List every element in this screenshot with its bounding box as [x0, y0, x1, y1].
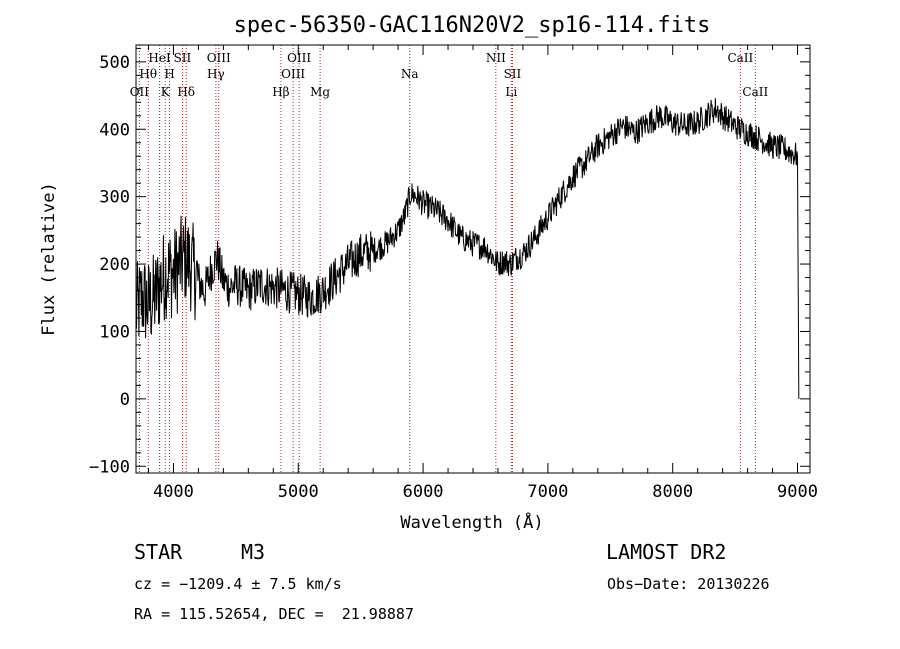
emission-line-label: OIII	[207, 51, 231, 65]
y-tick-label: 300	[99, 188, 130, 208]
spectrum-series-line	[135, 98, 800, 399]
emission-line-label: CaII	[742, 85, 768, 99]
emission-line-label: NII	[486, 51, 506, 65]
x-tick-label: 8000	[652, 482, 693, 502]
y-axis-label: Flux (relative)	[39, 182, 59, 336]
emission-line-label: Hγ	[207, 67, 225, 81]
chart-title: spec-56350-GAC116N20V2_sp16-114.fits	[234, 13, 711, 38]
emission-line-label: CaII	[727, 51, 753, 65]
y-tick-label: 100	[99, 322, 130, 342]
redshift-velocity: cz = −1209.4 ± 7.5 km/s	[134, 575, 342, 593]
y-tick-label: 0	[120, 390, 130, 410]
emission-lines-layer	[138, 45, 756, 473]
ticks-layer: 4000 5000 6000 7000 8000 9000 −100 0 100 200 300 40…	[89, 45, 818, 502]
emission-line-label: K	[161, 85, 171, 99]
emission-line-label: Hθ	[139, 67, 157, 81]
emission-line-label: OII	[130, 85, 150, 99]
emission-line-label: SII	[504, 67, 522, 81]
x-tick-label: 4000	[153, 482, 194, 502]
emission-line-label: Hβ	[272, 85, 289, 99]
observation-date: Obs−Date: 20130226	[607, 575, 770, 593]
x-axis-label: Wavelength (Å)	[400, 511, 543, 533]
survey-name: LAMOST DR2	[606, 540, 727, 564]
object-class: STAR	[134, 540, 183, 564]
emission-labels-layer: OIIHθHeIKHSIIHδHγOIIIHβOIIIOIIIMgNaNIILi…	[130, 51, 769, 99]
emission-line-label: HeI	[148, 51, 171, 65]
emission-line-label: Hδ	[177, 85, 195, 99]
emission-line-label: Li	[505, 85, 517, 99]
emission-line-label: Mg	[310, 85, 330, 99]
emission-line-label: SII	[174, 51, 192, 65]
y-tick-label: 200	[99, 255, 130, 275]
x-tick-label: 7000	[527, 482, 568, 502]
y-tick-label: 400	[99, 120, 130, 140]
y-tick-label: 500	[99, 53, 130, 73]
subclass: M3	[241, 540, 266, 564]
y-tick-label: −100	[89, 457, 130, 477]
emission-line-label: OIII	[281, 67, 305, 81]
coordinates: RA = 115.52654, DEC = 21.98887	[134, 605, 414, 623]
x-tick-label: 9000	[777, 482, 818, 502]
emission-line-label: H	[164, 67, 174, 81]
x-tick-label: 5000	[278, 482, 319, 502]
series-layer	[135, 98, 800, 399]
x-tick-label: 6000	[403, 482, 444, 502]
emission-line-label: Na	[401, 67, 419, 81]
emission-line-label: OIII	[287, 51, 311, 65]
